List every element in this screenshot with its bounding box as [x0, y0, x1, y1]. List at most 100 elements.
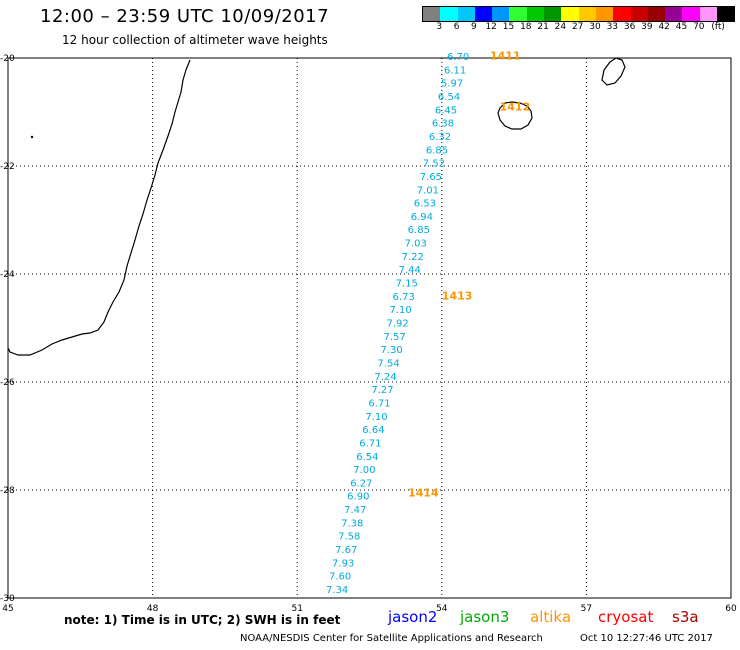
colorbar	[422, 6, 736, 22]
y-tick-label: -30	[0, 594, 15, 604]
wave-height-label: 6.54	[356, 452, 378, 463]
y-tick-label: -22	[0, 162, 15, 172]
colorbar-label: 15	[502, 22, 515, 32]
colorbar-label: 30	[589, 22, 601, 32]
wave-height-label: 6.85	[426, 145, 448, 156]
note-text: note: 1) Time is in UTC; 2) SWH is in fe…	[64, 613, 341, 627]
wave-height-label: 7.54	[377, 358, 399, 369]
wave-height-label: 7.10	[365, 412, 387, 423]
wave-height-label: 7.10	[390, 305, 412, 316]
page-title: 12:00 – 23:59 UTC 10/09/2017	[40, 6, 330, 27]
satellite-legend-altika: altika	[530, 608, 572, 626]
mauritius-coastline	[601, 57, 626, 86]
wave-height-label: 7.44	[399, 265, 421, 276]
colorbar-label: 39	[641, 22, 653, 32]
wave-height-label: 7.65	[420, 172, 442, 183]
wave-height-label: 6.71	[368, 398, 390, 409]
footer-credit: NOAA/NESDIS Center for Satellite Applica…	[240, 633, 543, 644]
satellite-legend-jason2: jason2	[388, 608, 438, 626]
pass-label: 1414	[408, 487, 439, 500]
colorbar-cell	[665, 7, 683, 21]
wave-height-label: 7.03	[405, 239, 427, 250]
wave-height-label: 6.73	[393, 292, 415, 303]
pass-labels: 1411 1412 1413 1414	[408, 49, 530, 499]
colorbar-cell	[440, 7, 458, 21]
colorbar-label: 27	[571, 22, 584, 32]
colorbar-label: 6	[453, 22, 460, 32]
wave-height-label: 6.71	[359, 438, 381, 449]
colorbar-label: 18	[520, 22, 532, 32]
colorbar-cell	[474, 7, 493, 21]
wave-height-label: 6.54	[438, 92, 460, 103]
colorbar-cell	[613, 7, 631, 21]
madagascar-coastline	[7, 59, 191, 356]
wave-height-label: 7.30	[380, 345, 402, 356]
wave-height-label: 7.01	[417, 185, 439, 196]
colorbar-label: 12	[485, 22, 497, 32]
colorbar-cell	[578, 7, 596, 21]
colorbar-label: 3	[436, 22, 443, 32]
map-frame	[7, 57, 732, 599]
colorbar-cell	[647, 7, 666, 21]
colorbar-label: 45	[675, 22, 688, 32]
colorbar-cell	[492, 7, 510, 21]
wave-height-label: 6.27	[350, 478, 372, 489]
wave-height-label: 6.94	[411, 212, 433, 223]
satellite-legend-s3a: s3a	[672, 608, 699, 626]
colorbar-cell	[423, 7, 441, 21]
wave-height-label: 7.92	[387, 319, 409, 330]
colorbar-label: 70	[693, 22, 705, 32]
x-tick-label: 54	[436, 604, 448, 614]
colorbar-cell	[699, 7, 718, 21]
y-tick-label: -26	[0, 378, 15, 388]
colorbar-cell	[561, 7, 579, 21]
y-tick-label: -24	[0, 270, 15, 280]
x-tick-label: 51	[291, 604, 302, 614]
colorbar-label: 36	[623, 22, 636, 32]
colorbar-cell	[682, 7, 700, 21]
x-tick-label: 45	[2, 604, 13, 614]
coastlines	[7, 57, 626, 356]
colorbar-label: 21	[537, 22, 549, 32]
y-tick-label: -20	[0, 54, 15, 64]
wave-height-label: 7.52	[423, 159, 445, 170]
x-tick-label: 60	[725, 604, 737, 614]
wave-height-label: 6.90	[347, 492, 369, 503]
wave-height-label: 7.57	[383, 332, 405, 343]
x-tick-label: 48	[147, 604, 159, 614]
islet	[30, 135, 34, 139]
colorbar-cell	[630, 7, 648, 21]
wave-height-label: 7.67	[335, 545, 357, 556]
wave-height-label: 6.85	[408, 225, 430, 236]
axis-ticks: 45 48 51 54 57 60 -20 -22 -24 -26 -28 -30	[0, 54, 737, 614]
wave-height-label: 6.38	[432, 119, 454, 130]
wave-height-label: 7.47	[344, 505, 366, 516]
colorbar-cell	[544, 7, 562, 21]
colorbar-label: (ft)	[711, 22, 725, 32]
satellite-legend-jason3: jason3	[460, 608, 510, 626]
wave-height-label: 6.64	[362, 425, 384, 436]
wave-height-label: 7.38	[341, 518, 363, 529]
y-tick-label: -28	[0, 486, 15, 496]
wave-height-label: 7.15	[396, 279, 418, 290]
x-tick-label: 57	[581, 604, 592, 614]
footer-timestamp: Oct 10 12:27:46 UTC 2017	[580, 633, 713, 644]
wave-height-label: 7.93	[332, 558, 354, 569]
wave-height-label: 6.11	[444, 65, 466, 76]
pass-label: 1413	[442, 290, 473, 303]
colorbar-cell	[717, 7, 735, 21]
colorbar-cell	[526, 7, 545, 21]
wave-height-label: 6.32	[429, 132, 451, 143]
colorbar-label: 33	[606, 22, 619, 32]
colorbar-cell	[509, 7, 527, 21]
wave-height-label: 7.34	[326, 585, 348, 596]
reunion-coastline	[497, 101, 533, 130]
colorbar-label: 42	[658, 22, 670, 32]
colorbar-cell	[457, 7, 475, 21]
wave-height-label: 6.70	[447, 52, 469, 63]
map-grid	[7, 57, 732, 599]
wave-height-label: 7.24	[374, 372, 396, 383]
colorbar-label: 9	[471, 22, 477, 32]
wave-height-label: 6.53	[414, 199, 436, 210]
